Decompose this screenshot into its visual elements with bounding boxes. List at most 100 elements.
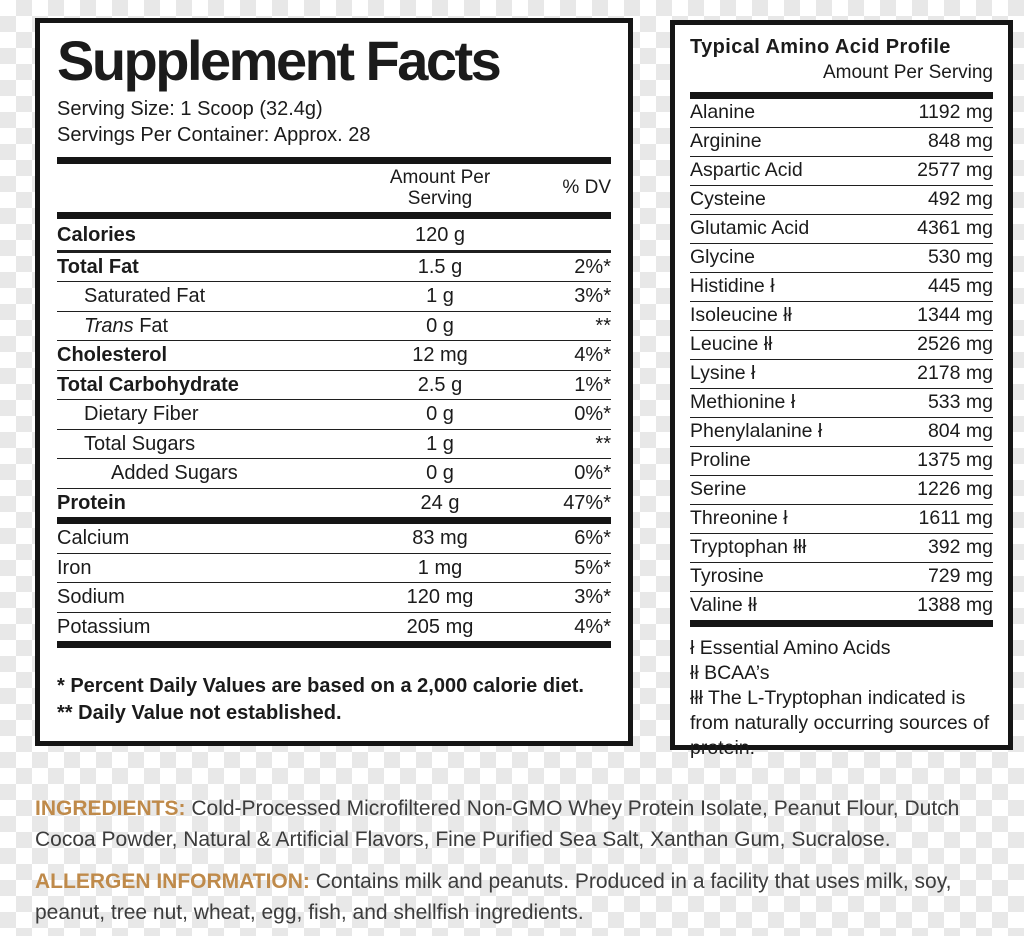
nutrition-row: Cholesterol 12 mg 4%* — [57, 341, 611, 371]
nutrient-amount: 1 mg — [417, 556, 463, 579]
supplement-facts-panel: Supplement Facts Serving Size: 1 Scoop (… — [35, 18, 633, 746]
nutrition-row: Total Carbohydrate 2.5 g 1%* — [57, 371, 611, 401]
nutrient-amount: 1 g — [426, 432, 454, 455]
amino-acid-amount: 1192 mg — [918, 101, 993, 123]
footnote-bcaa: łł BCAA’s — [690, 662, 770, 684]
supplement-facts-title: Supplement Facts — [57, 29, 502, 92]
ingredients-paragraph: INGREDIENTS: Cold-Processed Microfiltere… — [35, 793, 1003, 855]
nutrient-name: Total Carbohydrate — [57, 373, 239, 396]
amino-acid-row: Leucine łł 2526 mg — [690, 331, 993, 360]
amino-acid-name: Threonine ł — [690, 507, 788, 529]
amino-acid-name: Glycine — [690, 246, 756, 268]
amino-acid-row: Valine łł 1388 mg — [690, 592, 993, 620]
nutrient-name: Total Sugars — [84, 432, 196, 455]
amino-acid-row: Isoleucine łł 1344 mg — [690, 302, 993, 331]
amino-acid-amount: 848 mg — [927, 130, 993, 152]
footnote-essential: ł Essential Amino Acids — [690, 637, 891, 659]
amino-acid-row: Cysteine 492 mg — [690, 186, 993, 215]
ingredients-text: Cold-Processed Microfiltered Non-GMO Whe… — [35, 797, 960, 851]
amino-acid-amount: 804 mg — [927, 420, 993, 442]
amino-acid-amount: 1388 mg — [917, 594, 993, 616]
minerals-table: Calcium 83 mg 6%* Iron 1 mg 5%* Sodium 120 mg 3%… — [57, 524, 611, 641]
nutrition-row: Sodium 120 mg 3%* — [57, 583, 611, 613]
nutrition-row: Added Sugars 0 g 0%* — [57, 459, 611, 489]
allergen-label: ALLERGEN INFORMATION: — [35, 870, 310, 893]
nutrient-dv: ** — [595, 314, 611, 337]
nutrient-dv: 47%* — [563, 491, 611, 514]
amino-acid-name: Arginine — [690, 130, 762, 152]
nutrient-name: Calcium — [57, 527, 130, 550]
amino-acid-panel: Typical Amino Acid Profile Amount Per Se… — [670, 20, 1013, 759]
nutrient-dv: 6%* — [574, 527, 611, 550]
amino-acid-amount: 1375 mg — [917, 449, 993, 471]
nutrition-table: Calories 120 g Total Fat 1.5 g 2%* Saturated … — [57, 221, 611, 517]
amino-acid-amount: 530 mg — [927, 246, 993, 268]
divider-bar — [57, 517, 611, 525]
amino-acid-name: Alanine — [690, 101, 756, 123]
nutrient-name: Saturated Fat — [84, 285, 206, 308]
amino-footnotes: ł Essential Amino Acids łł BCAA’s łłł Th… — [690, 636, 993, 761]
nutrient-name-italic: Trans — [84, 314, 140, 337]
amino-acid-row: Glycine 530 mg — [690, 244, 993, 273]
nutrition-row: Protein 24 g 47%* — [57, 489, 611, 518]
amino-acid-row: Threonine ł 1611 mg — [690, 505, 993, 534]
nutrient-amount: 1 g — [426, 285, 454, 308]
amino-acid-name: Aspartic Acid — [690, 159, 803, 181]
amino-acid-row: Aspartic Acid 2577 mg — [690, 157, 993, 186]
amino-acid-amount: 445 mg — [927, 275, 993, 297]
nutrition-row: Calories 120 g — [57, 221, 611, 253]
amino-acid-name: Leucine łł — [690, 333, 773, 355]
amino-acid-amount: 533 mg — [927, 391, 993, 413]
divider-bar — [57, 212, 611, 220]
amino-acid-row: Glutamic Acid 4361 mg — [690, 215, 993, 244]
amino-acid-row: Phenylalanine ł 804 mg — [690, 418, 993, 447]
divider-bar — [57, 641, 611, 649]
amino-acid-row: Histidine ł 445 mg — [690, 273, 993, 302]
nutrient-dv: 4%* — [574, 615, 611, 638]
nutrient-dv: 2%* — [574, 255, 611, 278]
nutrient-name: Added Sugars — [111, 462, 238, 485]
nutrient-dv: 0%* — [574, 403, 611, 426]
amino-acid-name: Lysine ł — [690, 362, 756, 384]
nutrient-name: Cholesterol — [57, 344, 168, 367]
nutrient-dv — [515, 221, 611, 250]
amino-panel-inner: Typical Amino Acid Profile Amount Per Se… — [686, 33, 997, 761]
nutrient-name: Calories — [57, 224, 136, 247]
nutrient-dv: 3%* — [574, 586, 611, 609]
nutrient-name: Iron — [57, 556, 92, 579]
nutrition-row: Iron 1 mg 5%* — [57, 554, 611, 584]
nutrient-amount: 0 g — [426, 403, 454, 426]
allergen-text: Contains milk and peanuts. Produced in a… — [35, 870, 952, 924]
amino-acid-row: Tryptophan łłł 392 mg — [690, 534, 993, 563]
amino-acid-amount: 1344 mg — [917, 304, 993, 326]
amino-acid-row: Tyrosine 729 mg — [690, 563, 993, 592]
nutrient-name: Potassium — [57, 615, 151, 638]
amino-acid-row: Arginine 848 mg — [690, 128, 993, 157]
footnote-tryptophan: łłł The L-Tryptophan indicated is from n… — [690, 687, 990, 759]
amino-acid-amount: 2178 mg — [917, 362, 993, 384]
ingredients-label: INGREDIENTS: — [35, 797, 186, 820]
nutrient-dv: ** — [595, 432, 611, 455]
nutrient-amount: 205 mg — [406, 615, 474, 638]
nutrition-row: Total Sugars 1 g ** — [57, 430, 611, 460]
amino-acid-name: Serine — [690, 478, 747, 500]
nutrient-amount: 83 mg — [412, 527, 468, 550]
nutrient-amount: 24 g — [420, 491, 460, 514]
amino-acid-name: Tryptophan łłł — [690, 536, 807, 558]
nutrient-name: Sodium — [57, 586, 125, 609]
nutrition-row: Calcium 83 mg 6%* — [57, 524, 611, 554]
nutrient-dv: 3%* — [574, 285, 611, 308]
nutrient-name: Trans Fat — [84, 314, 169, 337]
amino-acid-row: Proline 1375 mg — [690, 447, 993, 476]
amino-acid-name: Tyrosine — [690, 565, 764, 587]
nutrient-amount: 120 mg — [406, 586, 474, 609]
amino-acid-amount: 392 mg — [927, 536, 993, 558]
nutrient-amount: 0 g — [426, 314, 454, 337]
nutrient-amount: 12 mg — [412, 344, 468, 367]
footnote-percent-dv: * Percent Daily Values are based on a 2,… — [57, 675, 584, 698]
nutrient-dv: 1%* — [574, 373, 611, 396]
amino-acid-amount: 4361 mg — [917, 217, 993, 239]
amino-acid-name: Cysteine — [690, 188, 766, 210]
divider-bar — [690, 92, 993, 99]
